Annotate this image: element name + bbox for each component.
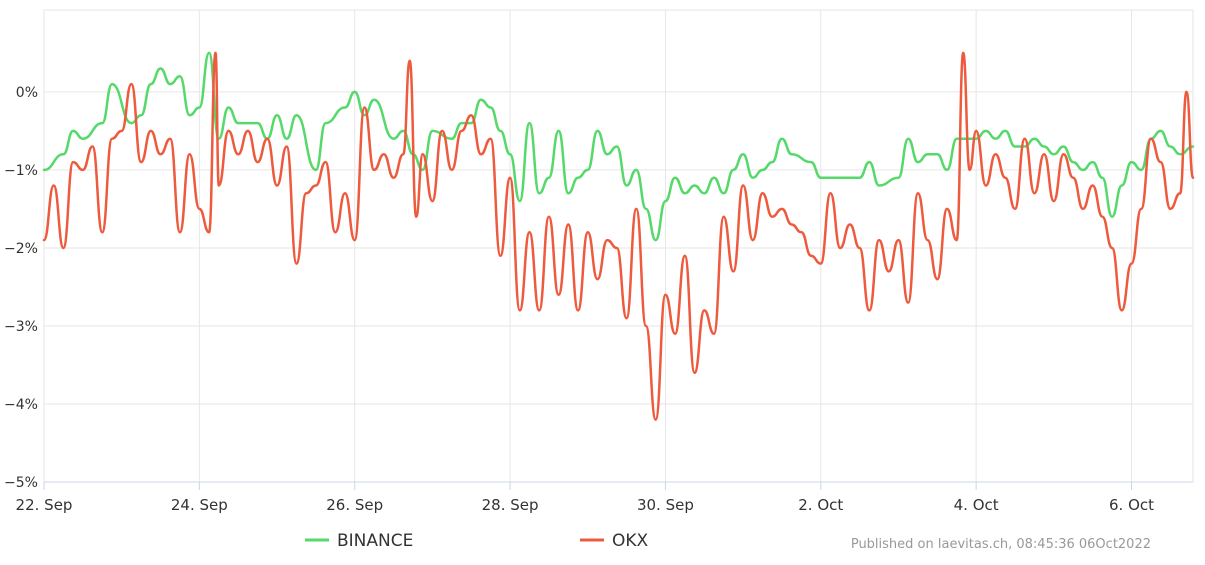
legend-label-binance: BINANCE xyxy=(337,531,413,551)
grid xyxy=(43,9,1194,483)
series-line-okx[interactable] xyxy=(42,51,1195,421)
y-tick-label: −3% xyxy=(4,319,38,335)
x-tick-label: 30. Sep xyxy=(637,496,694,514)
legend-item-okx[interactable]: OKX xyxy=(580,531,649,551)
y-tick-label: −1% xyxy=(4,163,38,179)
y-tick-label: −2% xyxy=(4,241,38,257)
y-tick-label: −5% xyxy=(4,475,38,491)
x-tick-label: 22. Sep xyxy=(16,496,73,514)
y-tick-label: 0% xyxy=(16,85,38,101)
x-tick-label: 4. Oct xyxy=(954,496,999,514)
x-tick-label: 24. Sep xyxy=(171,496,228,514)
series-layer xyxy=(42,51,1195,421)
legend: BINANCE OKX xyxy=(305,531,649,551)
x-tick-label: 26. Sep xyxy=(326,496,383,514)
x-tick-label: 6. Oct xyxy=(1109,496,1154,514)
legend-item-binance[interactable]: BINANCE xyxy=(305,531,413,551)
legend-label-okx: OKX xyxy=(612,531,649,551)
series-line-binance[interactable] xyxy=(42,51,1195,242)
y-tick-label: −4% xyxy=(4,397,38,413)
x-tick-label: 28. Sep xyxy=(482,496,539,514)
credit-text[interactable]: Published on laevitas.ch, 08:45:36 06Oct… xyxy=(851,537,1151,552)
axis-layer: 0% −1% −2% −3% −4% −5% 22. Sep 24. Sep 26. Sep 28… xyxy=(4,85,1193,514)
x-tick-label: 2. Oct xyxy=(798,496,843,514)
